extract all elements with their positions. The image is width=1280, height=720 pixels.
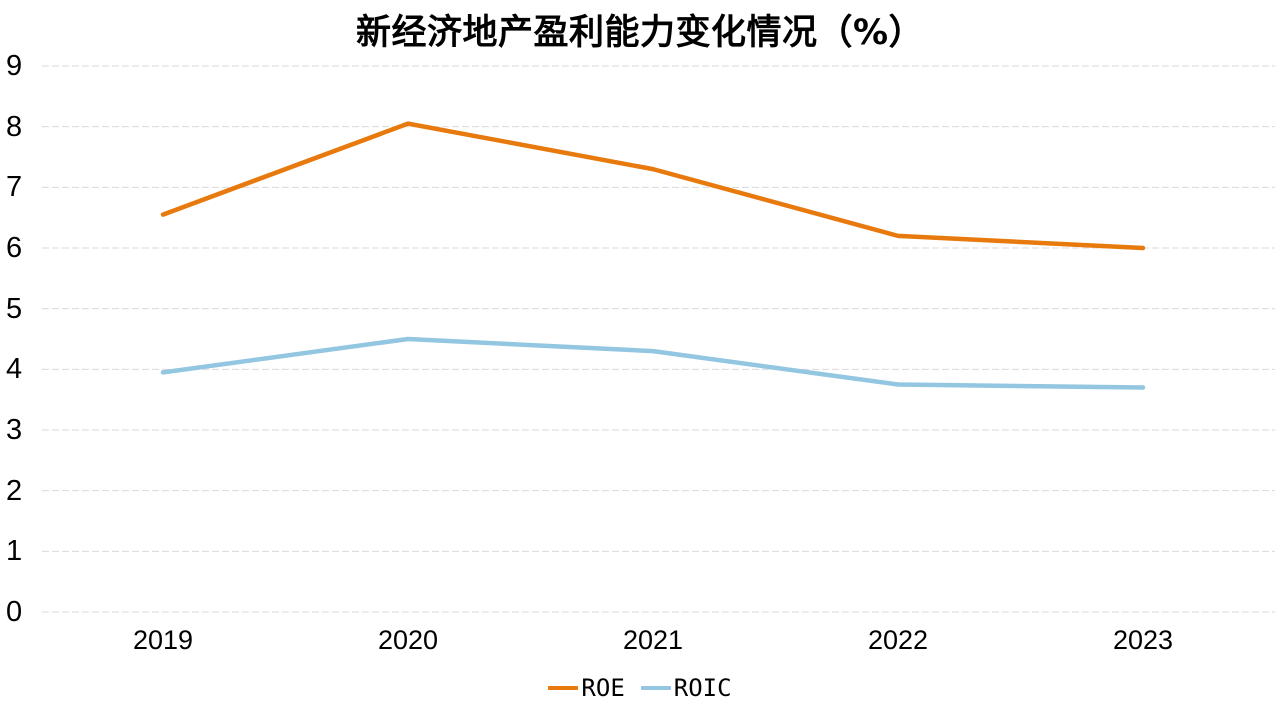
legend-item-roe: ROE (548, 674, 625, 702)
legend: ROE ROIC (0, 674, 1280, 702)
y-tick-label: 0 (6, 596, 23, 628)
roic-legend-label: ROIC (673, 674, 732, 702)
y-tick-label: 6 (6, 232, 23, 264)
x-tick-label: 2021 (622, 625, 684, 655)
y-tick-label: 4 (6, 353, 23, 386)
x-tick-label: 2019 (132, 625, 194, 655)
roic-line-series (160, 336, 1146, 390)
roe-legend-label: ROE (581, 674, 625, 702)
x-tick-label: 2020 (377, 625, 439, 655)
x-tick-label: 2022 (867, 625, 929, 655)
y-tick-label: 2 (6, 474, 23, 507)
y-tick-label: 8 (6, 110, 23, 143)
roe-line-swatch (548, 686, 579, 690)
y-tick-label: 5 (6, 292, 23, 325)
y-tick-label: 7 (6, 171, 23, 204)
y-tick-label: 3 (6, 414, 23, 446)
x-tick-label: 2023 (1112, 625, 1174, 655)
y-tick-label: 1 (6, 535, 23, 568)
legend-item-roic: ROIC (640, 674, 732, 702)
chart-title: 新经济地产盈利能力变化情况（%） (355, 13, 925, 53)
roe-line-series (160, 121, 1146, 251)
roic-line-swatch (640, 686, 671, 690)
y-tick-label: 9 (6, 50, 23, 82)
